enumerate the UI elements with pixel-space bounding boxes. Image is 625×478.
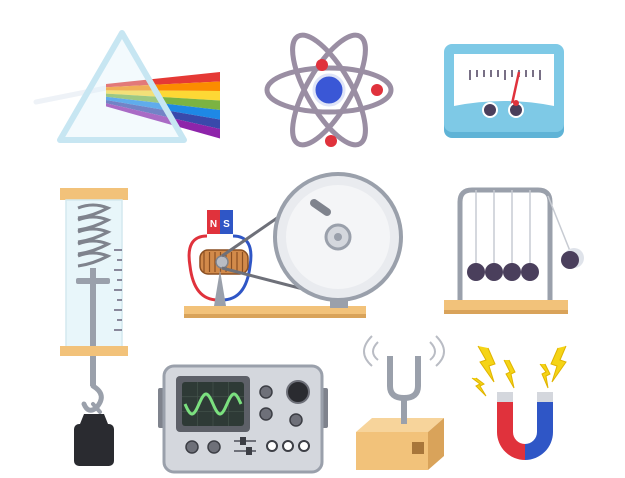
- scale-spring: [77, 203, 112, 268]
- spark-icon: [477, 345, 496, 383]
- rainbow-band: [106, 90, 220, 101]
- meter-terminal-knob: [482, 102, 498, 118]
- prism-triangle: [57, 30, 187, 143]
- electric-generator-icon: N S: [184, 172, 403, 318]
- rainbow-band: [106, 100, 220, 129]
- sound-wave: [429, 341, 436, 361]
- meter-dial-face: [454, 54, 554, 106]
- atom-orbit: [290, 32, 368, 148]
- fork-box-top: [356, 418, 444, 432]
- cradle-ball: [503, 263, 521, 281]
- cradle-ball: [521, 263, 539, 281]
- magnet-field-blue: [221, 234, 253, 302]
- oscilloscope-slider: [240, 437, 246, 445]
- cradle-swing-string: [547, 195, 573, 257]
- horseshoe-magnet-icon: [471, 345, 567, 460]
- generator-stand: [214, 270, 226, 306]
- prism-rainbow: [106, 72, 220, 139]
- magnet-blue-arm: [525, 392, 553, 460]
- atom-electron: [316, 59, 328, 71]
- spark-icon: [550, 345, 567, 383]
- oscilloscope-knob: [207, 440, 221, 454]
- weight-body: [74, 424, 114, 466]
- meter-scale: [469, 70, 541, 80]
- oscilloscope-knob: [185, 440, 199, 454]
- rainbow-band: [106, 72, 220, 88]
- newtons-cradle-icon: [444, 187, 584, 314]
- meter-needle: [510, 71, 521, 105]
- atom-electron: [371, 84, 383, 96]
- scale-indicator: [76, 278, 110, 284]
- meter-needle-pivot: [513, 100, 519, 106]
- magnet-field-red: [187, 234, 219, 302]
- atom-orbit: [264, 65, 394, 115]
- cradle-strings: [475, 190, 531, 264]
- magnet-south-label: S: [223, 219, 230, 230]
- fork-box-side: [428, 418, 444, 470]
- atom-icon: [264, 32, 394, 148]
- spark-icon: [539, 363, 551, 389]
- atom-nucleus: [312, 73, 346, 107]
- magnet-pole-tip: [537, 392, 553, 402]
- cradle-ball: [467, 263, 485, 281]
- fork-prongs: [387, 356, 421, 402]
- scale-top-cap: [60, 188, 128, 200]
- scale-bottom-cap: [60, 346, 128, 356]
- flywheel-axle: [334, 233, 342, 241]
- oscilloscope-jack: [282, 440, 294, 452]
- cradle-frame: [457, 187, 553, 300]
- spring-coil: [77, 251, 112, 268]
- oscilloscope-icon: [158, 364, 328, 474]
- rainbow-band: [106, 81, 220, 91]
- sound-wave: [363, 335, 373, 367]
- analog-meter-icon: [444, 44, 564, 138]
- scale-hook-link: [91, 402, 102, 414]
- spring-scale-icon: [60, 188, 128, 466]
- generator-base-edge: [184, 314, 366, 318]
- scale-rod: [90, 268, 96, 348]
- magnet-red-arm: [497, 392, 525, 460]
- weight-top: [80, 414, 108, 424]
- tuning-fork-icon: [356, 335, 445, 470]
- fork-box-opening: [412, 442, 424, 454]
- magnet-south: [220, 210, 233, 234]
- oscilloscope-jack: [298, 440, 310, 452]
- spark-icon: [503, 359, 516, 389]
- cradle-base-edge: [444, 310, 568, 314]
- scale-graduation: [114, 249, 122, 331]
- flywheel-handle: [310, 199, 331, 216]
- oscilloscope-jack: [266, 440, 278, 452]
- generator-axle: [215, 255, 229, 269]
- oscilloscope-knob: [259, 407, 273, 421]
- oscilloscope-slider: [246, 447, 252, 455]
- sound-wave: [435, 335, 445, 367]
- scale-rod-lower: [90, 356, 96, 386]
- oscilloscope-knob: [259, 385, 273, 399]
- magnet-pole-tip: [497, 392, 513, 402]
- oscilloscope-knob: [289, 413, 303, 427]
- cradle-balls: [467, 263, 539, 281]
- rainbow-band: [106, 103, 220, 139]
- atom-orbit: [290, 32, 368, 148]
- magnet-north: [207, 210, 220, 234]
- spark-icon: [471, 377, 487, 397]
- cradle-ball-swinging: [561, 251, 579, 269]
- magnet-north-label: N: [210, 219, 217, 230]
- sound-wave: [372, 341, 379, 361]
- cradle-ball: [485, 263, 503, 281]
- oscilloscope-waveform: [183, 392, 243, 416]
- oscilloscope-large-knob: [286, 380, 310, 404]
- prism-light-beam: [33, 85, 109, 105]
- prism-icon: [33, 30, 220, 143]
- atom-electron: [325, 135, 337, 147]
- fork-stem: [401, 396, 407, 424]
